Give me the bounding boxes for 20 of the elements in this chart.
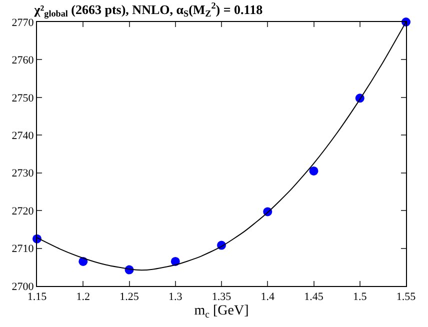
x-tick-label: 1.45 — [304, 291, 324, 304]
x-tick-label: 1.35 — [212, 291, 232, 304]
y-tick-label: 2700 — [12, 280, 34, 293]
x-tick-label: 1.4 — [260, 291, 276, 304]
y-tick-label: 2750 — [12, 92, 34, 104]
x-tick-label: 1.3 — [168, 291, 183, 304]
y-tick-label: 2710 — [12, 243, 34, 256]
x-tick-label: 1.25 — [120, 291, 140, 304]
x-tick-label: 1.5 — [353, 291, 368, 304]
x-axis-title: m$_{c}$ [GeV] — [194, 304, 249, 320]
x-tick-label: 1.55 — [396, 291, 416, 304]
y-tick-label: 2730 — [12, 168, 34, 180]
x-tick-label: 1.2 — [76, 291, 90, 304]
y-tick-label: 2720 — [12, 205, 34, 218]
point — [309, 166, 318, 176]
chart-title: χ²$_{global}$ (2663 pts), NNLO, α$_{S}$(M$_{Z}$$^{2}$) = 0.118 — [33, 0, 264, 19]
y-tick-label: 2760 — [12, 54, 34, 67]
y-tick-label: 2740 — [12, 130, 34, 142]
y-tick-label: 2770 — [12, 16, 34, 29]
x-tick-label: 1.15 — [27, 291, 48, 304]
